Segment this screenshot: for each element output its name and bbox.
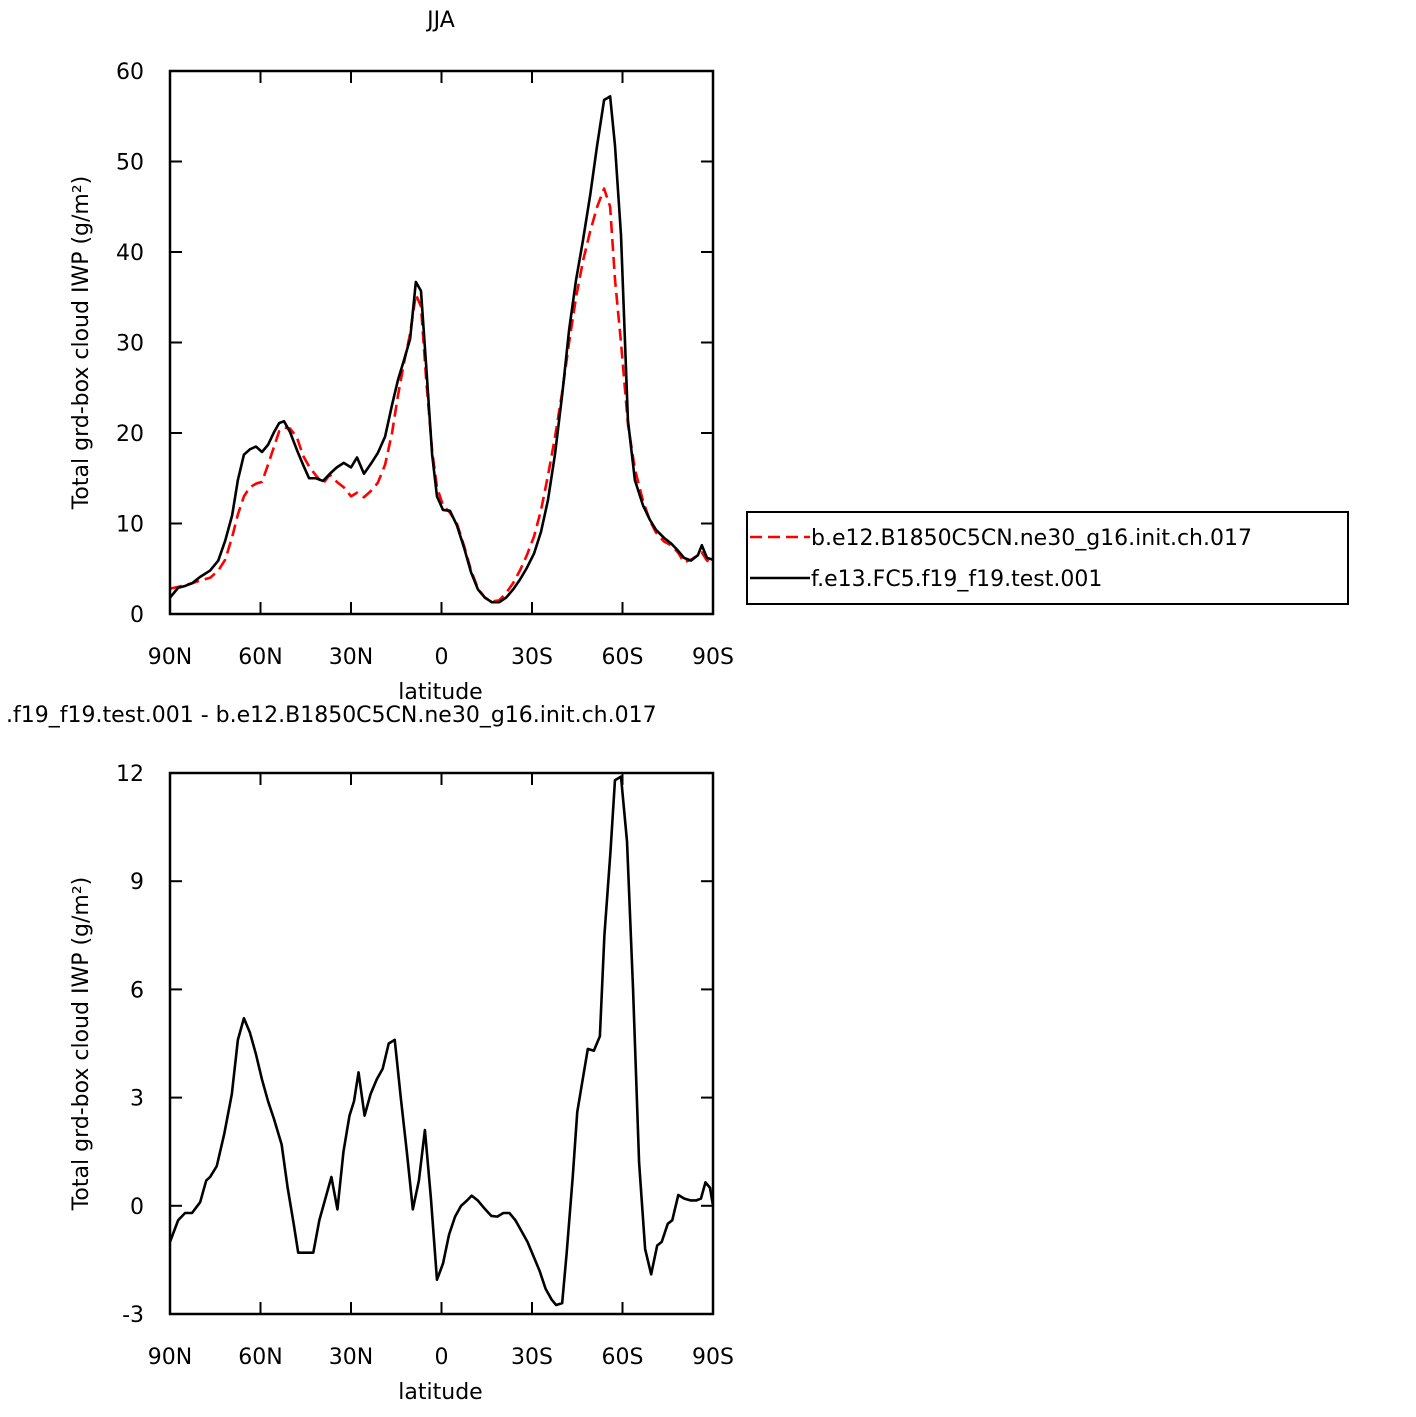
x-tick-label: 90N (148, 1345, 192, 1370)
series-line (169, 187, 714, 603)
y-tick-label: 30 (116, 332, 144, 357)
y-tick-label: 3 (130, 1087, 144, 1112)
x-tick-label: 60S (602, 645, 644, 670)
x-tick-label: 30N (329, 1345, 373, 1370)
x-tick-label: 30N (329, 645, 373, 670)
x-tick-label: 60N (238, 1345, 282, 1370)
y-tick-label: 12 (116, 762, 144, 787)
y-tick-label: 9 (130, 870, 144, 895)
x-tick-label: 60N (238, 645, 282, 670)
series-line (168, 775, 715, 1307)
legend-box (746, 511, 1349, 605)
y-axis-label: Total grd-box cloud IWP (g/m²) (69, 877, 94, 1212)
x-tick-label: 90S (692, 645, 734, 670)
plot-frame (168, 771, 715, 1316)
plot-frame (168, 69, 715, 616)
x-tick-label: 60S (602, 1345, 644, 1370)
y-tick-label: 10 (116, 513, 144, 538)
legend-label: b.e12.B1850C5CN.ne30_g16.init.ch.017 (811, 526, 1252, 551)
y-tick-label: 0 (130, 603, 144, 628)
y-tick-label: 6 (130, 978, 144, 1003)
y-tick-label: 0 (130, 1195, 144, 1220)
y-tick-label: 50 (116, 151, 144, 176)
x-tick-label: 90S (692, 1345, 734, 1370)
y-tick-label: -3 (122, 1303, 144, 1328)
x-tick-label: 30S (511, 645, 553, 670)
series-line (168, 95, 714, 604)
x-tick-label: 30S (511, 1345, 553, 1370)
chart-title: JJA (425, 8, 455, 33)
x-tick-label: 0 (435, 1345, 449, 1370)
x-axis-label: latitude (398, 1380, 482, 1405)
y-tick-label: 60 (116, 60, 144, 85)
x-tick-label: 90N (148, 645, 192, 670)
legend-label: f.e13.FC5.f19_f19.test.001 (811, 567, 1102, 592)
chart-title: .f19_f19.test.001 - b.e12.B1850C5CN.ne30… (6, 703, 657, 728)
y-tick-label: 40 (116, 241, 144, 266)
y-tick-label: 20 (116, 422, 144, 447)
y-axis-label: Total grd-box cloud IWP (g/m²) (69, 176, 94, 511)
x-tick-label: 0 (435, 645, 449, 670)
x-axis-label: latitude (398, 680, 482, 705)
